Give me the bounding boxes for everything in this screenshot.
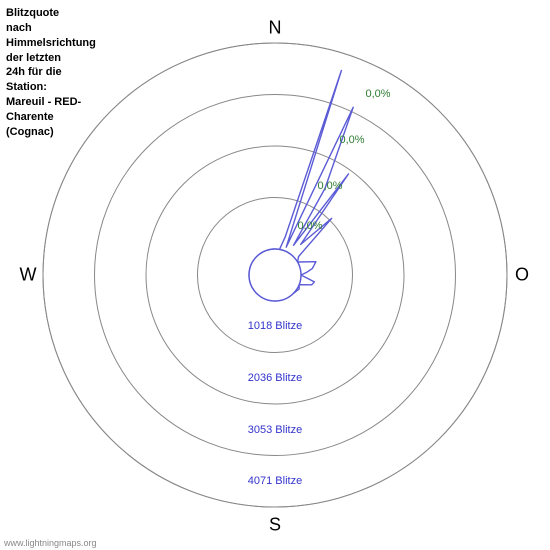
compass-s: S [269, 515, 281, 536]
pct-label-2: 0,0% [339, 134, 364, 146]
ring-label-0: 1018 Blitze [248, 320, 302, 332]
footer-credit: www.lightningmaps.org [4, 538, 97, 548]
pct-label-3: 0,0% [365, 88, 390, 100]
pct-label-1: 0,0% [317, 180, 342, 192]
compass-n: N [269, 18, 282, 39]
compass-w: W [20, 265, 37, 286]
pct-label-0: 0,0% [297, 220, 322, 232]
ring-label-3: 4071 Blitze [248, 475, 302, 487]
chart-title: Blitzquote nach Himmelsrichtung der letz… [6, 6, 96, 140]
ring-label-1: 2036 Blitze [248, 372, 302, 384]
compass-e: O [515, 265, 529, 286]
ring-label-2: 3053 Blitze [248, 424, 302, 436]
